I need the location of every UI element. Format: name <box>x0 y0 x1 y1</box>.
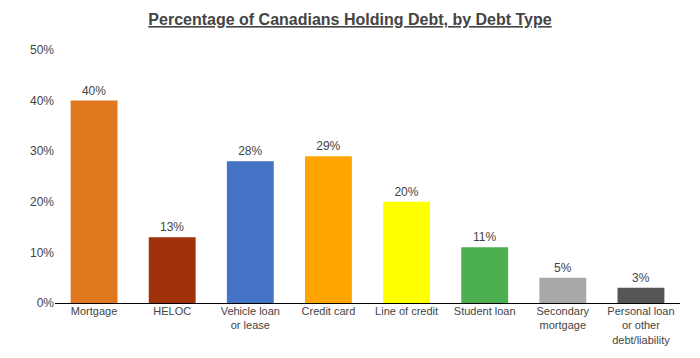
svg-text:20%: 20% <box>30 195 54 209</box>
svg-text:11%: 11% <box>473 230 496 244</box>
svg-text:40%: 40% <box>82 84 106 98</box>
svg-text:Student loan: Student loan <box>454 305 516 317</box>
svg-text:Percentage of Canadians Holdin: Percentage of Canadians Holding Debt, by… <box>148 11 551 28</box>
svg-text:40%: 40% <box>30 94 54 108</box>
svg-text:Credit card: Credit card <box>302 305 356 317</box>
svg-text:Mortgage: Mortgage <box>71 305 117 317</box>
svg-text:28%: 28% <box>238 144 262 158</box>
svg-text:Personal loanor otherdebt/liab: Personal loanor otherdebt/liability <box>607 305 674 346</box>
svg-text:Line of credit: Line of credit <box>375 305 438 317</box>
svg-text:Vehicle loanor lease: Vehicle loanor lease <box>221 305 280 331</box>
svg-text:HELOC: HELOC <box>153 305 191 317</box>
svg-text:Secondarymortgage: Secondarymortgage <box>537 305 590 331</box>
svg-text:0%: 0% <box>37 296 55 310</box>
svg-text:20%: 20% <box>394 185 418 199</box>
svg-text:3%: 3% <box>632 271 650 285</box>
svg-text:10%: 10% <box>30 246 54 260</box>
svg-text:50%: 50% <box>30 43 54 57</box>
svg-text:13%: 13% <box>160 220 184 234</box>
svg-text:30%: 30% <box>30 144 54 158</box>
svg-text:5%: 5% <box>554 261 572 275</box>
svg-text:29%: 29% <box>316 139 340 153</box>
